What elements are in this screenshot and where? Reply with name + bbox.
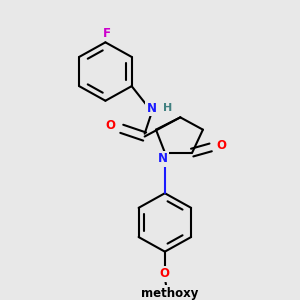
- Text: methoxy: methoxy: [141, 287, 199, 300]
- Text: O: O: [216, 139, 226, 152]
- Text: O: O: [160, 267, 170, 280]
- Text: H: H: [163, 103, 172, 113]
- Text: F: F: [103, 27, 111, 40]
- Text: O: O: [106, 119, 116, 132]
- Text: N: N: [158, 152, 167, 165]
- Text: N: N: [146, 102, 157, 115]
